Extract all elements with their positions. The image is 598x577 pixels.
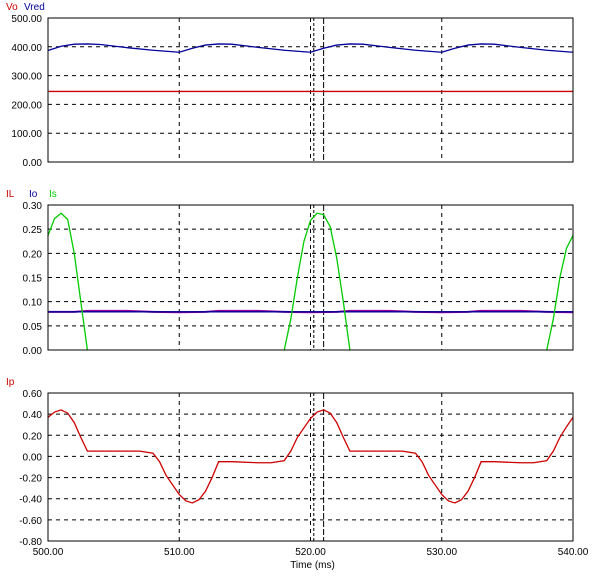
x-tick-label: 540.00 [558, 547, 589, 558]
y-tick-label: 0.60 [23, 389, 43, 400]
y-tick-label: 500.00 [11, 14, 42, 25]
legend-vo: Vo [6, 2, 18, 13]
y-tick-label: -0.60 [19, 516, 42, 527]
x-tick-label: 500.00 [33, 547, 64, 558]
series-line-vred [47, 43, 574, 53]
y-tick-label: -0.40 [19, 495, 42, 506]
x-tick-label: 530.00 [426, 547, 457, 558]
y-tick-label: 300.00 [11, 72, 42, 83]
y-tick-label: 0.15 [23, 274, 43, 285]
legend-il: IL [6, 189, 15, 200]
x-axis-title: Time (ms) [290, 560, 335, 571]
series-line-ip [47, 409, 574, 504]
y-tick-label: -0.80 [19, 537, 42, 548]
x-tick-label: 510.00 [164, 547, 195, 558]
x-tick-label: 520.00 [295, 547, 326, 558]
y-tick-label: 0.25 [23, 225, 43, 236]
y-tick-label: 0.20 [23, 249, 43, 260]
y-tick-label: 0.20 [23, 431, 43, 442]
series-line-is [47, 212, 574, 351]
chart-panel-2: 0.00 0.05 0.10 0.15 0.20 0.25 0.30 IL Io Is [6, 189, 574, 357]
y-tick-label: -0.20 [19, 474, 42, 485]
y-tick-label: 0.00 [23, 158, 43, 169]
y-tick-label: 100.00 [11, 129, 42, 140]
plot-frame [47, 392, 574, 542]
y-tick-label: 0.05 [23, 322, 43, 333]
y-tick-label: 0.10 [23, 298, 43, 309]
legend-io: Io [29, 189, 38, 200]
legend-vred: Vred [24, 2, 45, 13]
chart-panel-3: -0.80 -0.60 -0.40 -0.20 0.00 0.20 0.40 0.60 Ip [6, 377, 574, 548]
y-tick-label: 0.30 [23, 201, 43, 212]
y-tick-label: 0.00 [23, 346, 43, 357]
plot-frame [47, 204, 574, 351]
y-tick-label: 0.40 [23, 410, 43, 421]
y-tick-label: 400.00 [11, 43, 42, 54]
y-tick-label: 0.00 [23, 452, 43, 463]
legend-is: Is [49, 189, 57, 200]
plot-frame [47, 17, 574, 163]
legend-ip: Ip [6, 377, 15, 388]
y-tick-label: 200.00 [11, 100, 42, 111]
